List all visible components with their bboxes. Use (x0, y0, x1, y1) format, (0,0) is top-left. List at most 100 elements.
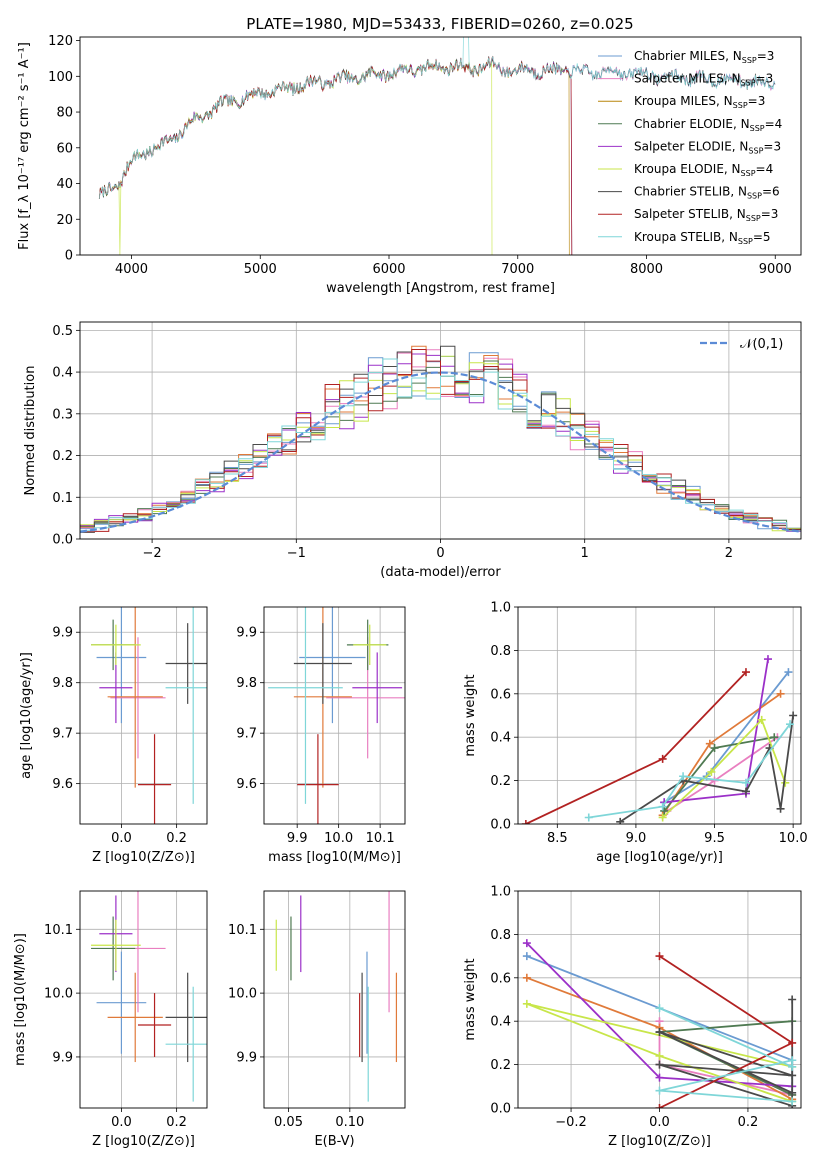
x-tick-label: 0.0 (111, 831, 132, 846)
x-tick-label: 8000 (630, 262, 663, 277)
x-tick-label: 0.2 (738, 1115, 759, 1130)
x-tick-label: 6000 (372, 262, 405, 277)
y-axis-label: mass weight (463, 958, 478, 1040)
weight-point (741, 787, 750, 796)
y-tick-label: 0.6 (490, 687, 511, 702)
y-tick-label: 100 (48, 70, 73, 85)
axes-frame (263, 606, 406, 825)
weight-point (705, 739, 714, 748)
y-tick-label: 0.2 (490, 1058, 511, 1073)
weight-line (619, 715, 794, 823)
weight-point (522, 973, 531, 982)
weight-point (655, 1028, 664, 1037)
plot-area (268, 607, 405, 824)
x-tick-label: 9.5 (704, 831, 725, 846)
plot-area (80, 345, 801, 533)
legend-entry: Chabrier ELODIE, NSSP=4 (634, 117, 782, 133)
y-tick-label: 10.1 (44, 923, 73, 938)
y-tick-label: 0.8 (490, 928, 511, 943)
y-tick-label: 60 (56, 141, 73, 156)
legend-entry: Salpeter MILES, NSSP=3 (634, 72, 773, 88)
x-tick-label: 9.0 (626, 831, 647, 846)
panel-weight-vs-metallicity: −0.2 0.0 0.2 0.0 0.2 0.4 0.6 0.8 1.0 Z [log10(Z/Z… (463, 885, 802, 1149)
y-tick-label: 0.4 (490, 731, 511, 746)
weight-point (788, 1038, 797, 1047)
normal-curve (80, 371, 801, 533)
weight-point (788, 995, 797, 1004)
weight-point (770, 733, 779, 742)
x-tick-label: 0.0 (111, 1115, 132, 1130)
weight-point (584, 813, 593, 822)
weight-point (522, 952, 531, 961)
plot-area (91, 607, 207, 824)
x-tick-label: 10.1 (366, 831, 395, 846)
panel-residual-histogram: −2 −1 0 1 2 0.0 0.1 0.2 0.3 0.4 0.5 (data-model)/er… (23, 321, 802, 580)
histogram-step (80, 345, 801, 533)
weight-point (655, 1073, 664, 1082)
weight-point (789, 711, 798, 720)
x-tick-label: 0.2 (166, 831, 187, 846)
y-tick-label: 0.5 (52, 324, 73, 339)
x-tick-label: 0.2 (166, 1115, 187, 1130)
x-tick-label: 0.10 (335, 1115, 364, 1130)
spectrum-line (98, 57, 573, 255)
x-tick-label: 2 (725, 546, 733, 561)
histogram-step (80, 358, 801, 532)
grid (264, 891, 405, 1108)
panel-age-vs-metallicity: 0.0 0.2 9.6 9.7 9.8 9.9 Z [log10(Z/Z⊙)] age [lo… (19, 606, 208, 865)
x-axis-label: wavelength [Angstrom, rest frame] (326, 281, 555, 296)
y-tick-label: 9.9 (236, 626, 257, 641)
weight-point (785, 720, 794, 729)
x-tick-label: −0.2 (555, 1115, 587, 1130)
y-tick-label: 20 (56, 213, 73, 228)
plot-area (91, 891, 207, 1102)
y-tick-label: 1.0 (490, 601, 511, 616)
x-tick-label: 9.9 (287, 831, 308, 846)
y-axis-label: mass [log10(M/M⊙)] (13, 933, 28, 1066)
x-tick-label: 10.0 (779, 831, 808, 846)
x-axis-label: mass [log10(M/M⊙)] (268, 850, 401, 865)
y-tick-label: 9.7 (52, 727, 73, 742)
weight-point (741, 778, 750, 787)
weight-point (522, 939, 531, 948)
axes-frame (79, 36, 802, 256)
y-tick-label: 9.9 (236, 1050, 257, 1065)
weight-point (658, 754, 667, 763)
y-tick-label: 120 (48, 34, 73, 49)
weight-point (776, 689, 785, 698)
y-tick-label: 9.6 (52, 777, 73, 792)
weight-point (784, 668, 793, 677)
axes-frame (79, 321, 802, 540)
weight-point (776, 804, 785, 813)
y-tick-label: 0.3 (52, 407, 73, 422)
y-tick-label: 9.7 (236, 727, 257, 742)
weight-point (679, 772, 688, 781)
y-tick-label: 10.0 (228, 987, 257, 1002)
grid (264, 607, 405, 824)
legend-entry: Chabrier STELIB, NSSP=6 (634, 185, 780, 201)
weight-point (788, 1071, 797, 1080)
y-tick-label: 0.2 (52, 449, 73, 464)
weight-point (655, 1004, 664, 1013)
y-axis-label: Flux [f_λ 10⁻¹⁷ erg cm⁻² s⁻¹ A⁻¹] (17, 42, 32, 250)
y-tick-label: 9.8 (52, 676, 73, 691)
weight-point (707, 767, 716, 776)
x-tick-label: 10.0 (324, 831, 353, 846)
y-tick-label: 9.9 (52, 1050, 73, 1065)
spectrum-line (98, 55, 573, 255)
axes-frame (517, 606, 802, 825)
plot-area (98, 37, 776, 255)
y-tick-label: 0.1 (52, 491, 73, 506)
axes-frame (263, 890, 406, 1109)
y-tick-label: 0.0 (490, 1102, 511, 1117)
y-tick-label: 0.6 (490, 971, 511, 986)
y-tick-label: 0.0 (52, 533, 73, 548)
legend-entry: Kroupa STELIB, NSSP=5 (634, 230, 771, 246)
x-tick-label: 0.05 (274, 1115, 303, 1130)
weight-point (655, 952, 664, 961)
spectrum-line (98, 57, 570, 255)
x-tick-label: 5000 (244, 262, 277, 277)
weight-point (521, 820, 530, 824)
weight-point (788, 1062, 797, 1071)
